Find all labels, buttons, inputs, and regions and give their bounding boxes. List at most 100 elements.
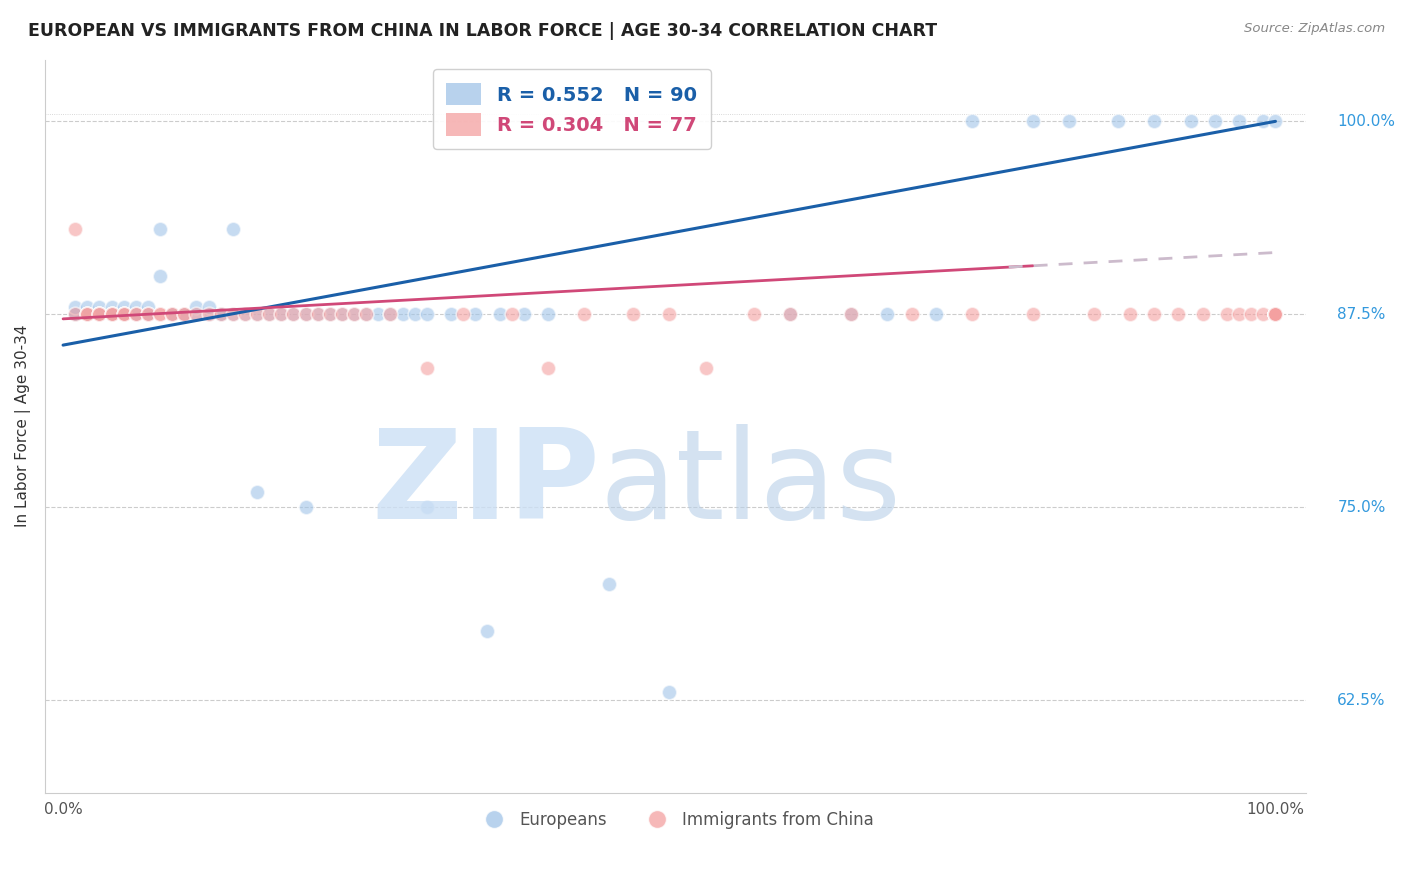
- Point: [1143, 307, 1166, 321]
- Point: [112, 307, 135, 321]
- Point: [149, 307, 172, 321]
- Point: [76, 307, 98, 321]
- Point: [1119, 307, 1142, 321]
- Point: [962, 114, 984, 128]
- Point: [125, 307, 148, 321]
- Point: [451, 307, 474, 321]
- Point: [621, 307, 644, 321]
- Point: [257, 307, 280, 321]
- Point: [100, 307, 122, 321]
- Point: [197, 307, 219, 321]
- Text: EUROPEAN VS IMMIGRANTS FROM CHINA IN LABOR FORCE | AGE 30-34 CORRELATION CHART: EUROPEAN VS IMMIGRANTS FROM CHINA IN LAB…: [28, 22, 938, 40]
- Point: [270, 307, 292, 321]
- Point: [319, 307, 342, 321]
- Point: [63, 222, 86, 236]
- Point: [343, 307, 366, 321]
- Point: [186, 307, 208, 321]
- Point: [89, 307, 111, 321]
- Point: [574, 307, 596, 321]
- Point: [1264, 307, 1286, 321]
- Point: [416, 361, 439, 376]
- Point: [1264, 114, 1286, 128]
- Point: [209, 307, 232, 321]
- Point: [173, 307, 195, 321]
- Point: [330, 307, 353, 321]
- Point: [380, 307, 402, 321]
- Point: [354, 307, 377, 321]
- Point: [404, 307, 426, 321]
- Point: [513, 307, 536, 321]
- Point: [1264, 307, 1286, 321]
- Point: [1167, 307, 1189, 321]
- Point: [100, 300, 122, 314]
- Point: [63, 307, 86, 321]
- Point: [149, 307, 172, 321]
- Point: [839, 307, 862, 321]
- Point: [1264, 307, 1286, 321]
- Point: [416, 500, 439, 515]
- Point: [149, 222, 172, 236]
- Point: [1264, 307, 1286, 321]
- Point: [283, 307, 305, 321]
- Point: [173, 307, 195, 321]
- Point: [197, 300, 219, 314]
- Point: [1264, 307, 1286, 321]
- Point: [76, 307, 98, 321]
- Text: 75.0%: 75.0%: [1337, 500, 1386, 515]
- Point: [100, 307, 122, 321]
- Point: [307, 307, 329, 321]
- Point: [962, 307, 984, 321]
- Point: [89, 307, 111, 321]
- Point: [294, 500, 316, 515]
- Point: [598, 577, 620, 591]
- Point: [283, 307, 305, 321]
- Point: [63, 307, 86, 321]
- Point: [89, 307, 111, 321]
- Point: [233, 307, 256, 321]
- Point: [76, 307, 98, 321]
- Point: [186, 300, 208, 314]
- Point: [658, 685, 681, 699]
- Point: [89, 300, 111, 314]
- Point: [89, 307, 111, 321]
- Point: [222, 307, 245, 321]
- Point: [112, 307, 135, 321]
- Point: [658, 307, 681, 321]
- Point: [1264, 307, 1286, 321]
- Point: [100, 307, 122, 321]
- Point: [1083, 307, 1105, 321]
- Point: [76, 307, 98, 321]
- Point: [136, 307, 159, 321]
- Point: [1264, 307, 1286, 321]
- Point: [501, 307, 523, 321]
- Point: [440, 307, 463, 321]
- Point: [464, 307, 486, 321]
- Point: [1264, 307, 1286, 321]
- Point: [779, 307, 801, 321]
- Point: [1227, 114, 1250, 128]
- Point: [1264, 307, 1286, 321]
- Point: [160, 307, 183, 321]
- Point: [1059, 114, 1081, 128]
- Point: [257, 307, 280, 321]
- Point: [477, 624, 499, 638]
- Point: [112, 307, 135, 321]
- Point: [367, 307, 389, 321]
- Y-axis label: In Labor Force | Age 30-34: In Labor Force | Age 30-34: [15, 325, 31, 527]
- Point: [1253, 307, 1275, 321]
- Point: [186, 307, 208, 321]
- Point: [160, 307, 183, 321]
- Point: [125, 300, 148, 314]
- Point: [925, 307, 948, 321]
- Point: [63, 300, 86, 314]
- Point: [100, 307, 122, 321]
- Text: ZIP: ZIP: [371, 425, 600, 545]
- Point: [125, 307, 148, 321]
- Point: [209, 307, 232, 321]
- Point: [63, 307, 86, 321]
- Point: [160, 307, 183, 321]
- Point: [173, 307, 195, 321]
- Point: [160, 307, 183, 321]
- Point: [742, 307, 765, 321]
- Text: 100.0%: 100.0%: [1337, 114, 1395, 128]
